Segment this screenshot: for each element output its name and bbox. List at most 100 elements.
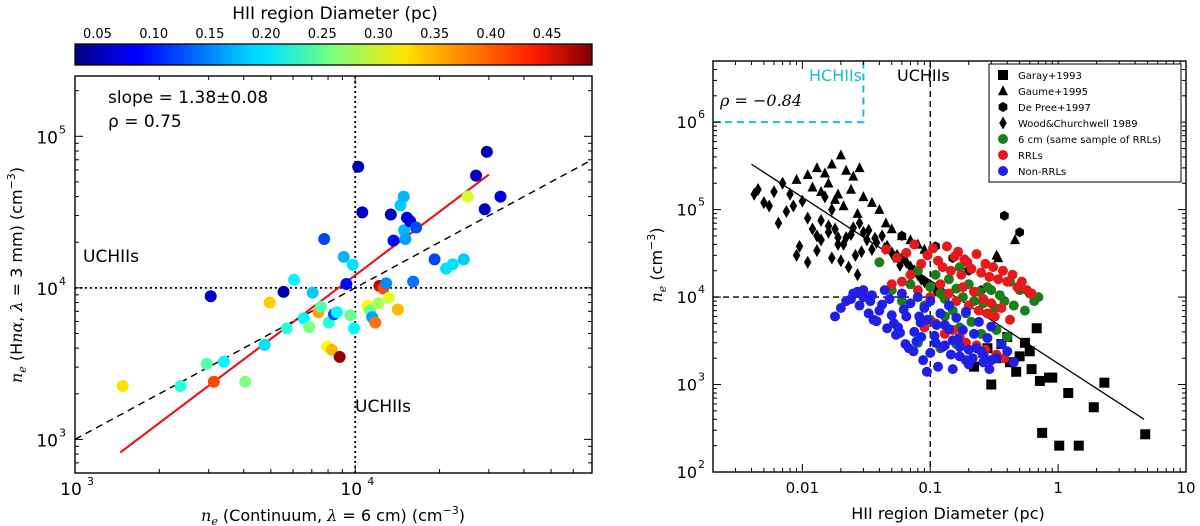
data-point [1019,337,1030,348]
data-point [999,296,1010,307]
colorbar-ticks: 0.05 0.10 0.15 0.20 0.25 0.30 0.35 0.40 0.45 [83,27,562,48]
data-point [834,230,842,244]
data-point [1034,375,1045,386]
data-point [478,203,491,216]
data-point [931,283,940,297]
data-point [957,325,968,336]
data-point [852,286,863,297]
data-point [905,298,916,309]
data-point [915,317,926,328]
data-point [842,230,850,244]
data-point [963,300,974,311]
data-point [966,263,977,274]
data-point [898,251,906,265]
data-point [828,251,836,265]
legend-marker [999,116,1007,130]
x-tick-label: 10 [340,480,362,500]
data-point [770,185,778,199]
data-point [855,216,864,230]
data-point [819,167,830,178]
colorbar-tick-label: 0.25 [308,27,337,42]
data-point [916,258,927,269]
data-point [863,233,871,247]
data-point [882,323,893,334]
data-point [380,277,393,290]
colorbar-tick-label: 0.10 [139,27,168,42]
right-scatter-points [750,149,1151,451]
data-point [959,254,970,265]
data-point [877,299,888,310]
data-point [926,280,935,294]
data-point [912,265,923,276]
data-point [893,248,901,262]
data-point [1002,346,1013,357]
right-plot-frame [712,60,1187,473]
data-point [765,199,773,213]
data-point [470,169,483,182]
data-point [318,233,331,246]
data-point [912,238,923,249]
data-point [333,350,346,363]
data-point [996,339,1007,350]
data-point [880,241,889,255]
data-point [896,296,907,307]
series-garay-1993 [969,323,1151,451]
data-point [903,343,914,354]
data-point [849,221,858,235]
data-point [996,339,1007,350]
data-point [986,355,997,366]
data-point [1016,276,1027,287]
data-point [897,230,907,241]
colorbar-tick-label: 0.30 [364,27,393,42]
data-point [905,269,916,280]
legend-label: Gaume+1995 [1018,87,1088,98]
data-point [868,242,876,256]
data-point [982,343,993,354]
data-point [989,311,1000,322]
data-point [951,312,962,323]
data-point [263,296,276,309]
data-point [831,222,839,236]
data-point [859,225,868,239]
legend-marker [998,150,1008,160]
data-point [909,239,920,250]
legend-marker [998,166,1008,176]
x-tick-label: 1 [1053,479,1063,497]
data-point [917,272,925,286]
data-point [838,200,849,211]
data-point [935,308,946,319]
data-point [978,294,989,305]
data-point [953,334,964,345]
data-point [852,207,863,218]
data-point [204,290,217,303]
data-point [258,338,271,351]
hchii-box-dashed-line [713,61,865,124]
data-point [1019,305,1030,316]
colorbar-tick-label: 0.35 [420,27,449,42]
data-point [976,328,987,339]
data-point [978,349,989,360]
data-point [886,279,897,290]
data-point [994,290,1005,301]
y-tick-label: 10 [677,288,697,307]
data-point [1088,402,1099,413]
left-axis-ticks: 10 3 10 410 310 410 5 [36,76,592,500]
data-point [1063,388,1074,399]
data-point [914,268,922,282]
data-point [883,239,891,253]
data-point [280,322,293,335]
data-point [930,318,941,329]
legend-label: RRLs [1018,151,1043,162]
data-point [991,325,1002,336]
y-tick-exponent: 3 [59,426,66,439]
data-point [407,275,420,288]
data-point [871,316,882,327]
data-point [925,282,936,293]
data-point [993,252,1004,263]
data-point [911,336,922,347]
data-point [782,205,791,219]
data-point [858,191,869,202]
colorbar-tick-label: 0.20 [252,27,281,42]
data-point [910,264,919,278]
data-point [1010,234,1021,245]
